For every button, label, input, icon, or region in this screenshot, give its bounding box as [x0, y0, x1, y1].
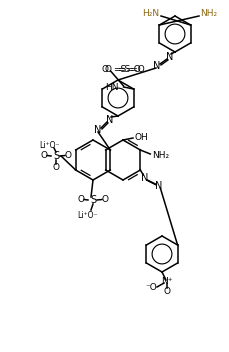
Text: N: N [106, 115, 114, 125]
Text: N: N [94, 125, 102, 135]
Text: O: O [77, 195, 85, 203]
Text: O: O [101, 64, 108, 74]
Text: S: S [90, 195, 96, 205]
Text: O: O [41, 151, 47, 159]
Text: =S=O: =S=O [117, 64, 144, 74]
Text: O: O [104, 64, 111, 74]
Text: ⁻O: ⁻O [145, 283, 157, 293]
Text: N⁺: N⁺ [161, 277, 173, 287]
Text: HN: HN [105, 82, 119, 92]
Text: N: N [155, 181, 162, 191]
Text: N: N [166, 52, 174, 62]
Text: Li⁺O⁻: Li⁺O⁻ [78, 212, 98, 220]
Text: Li⁺O⁻: Li⁺O⁻ [40, 140, 60, 150]
Text: =S=O: =S=O [113, 64, 140, 74]
Text: H₂N: H₂N [142, 10, 160, 19]
Text: O: O [65, 151, 71, 159]
Text: N: N [141, 173, 148, 183]
Text: N: N [153, 61, 161, 71]
Text: O: O [101, 195, 109, 203]
Text: S: S [53, 151, 59, 161]
Text: NH₂: NH₂ [152, 151, 169, 161]
Text: O: O [164, 288, 171, 296]
Text: OH: OH [134, 132, 148, 142]
Text: O: O [52, 163, 60, 171]
Text: NH₂: NH₂ [200, 10, 218, 19]
